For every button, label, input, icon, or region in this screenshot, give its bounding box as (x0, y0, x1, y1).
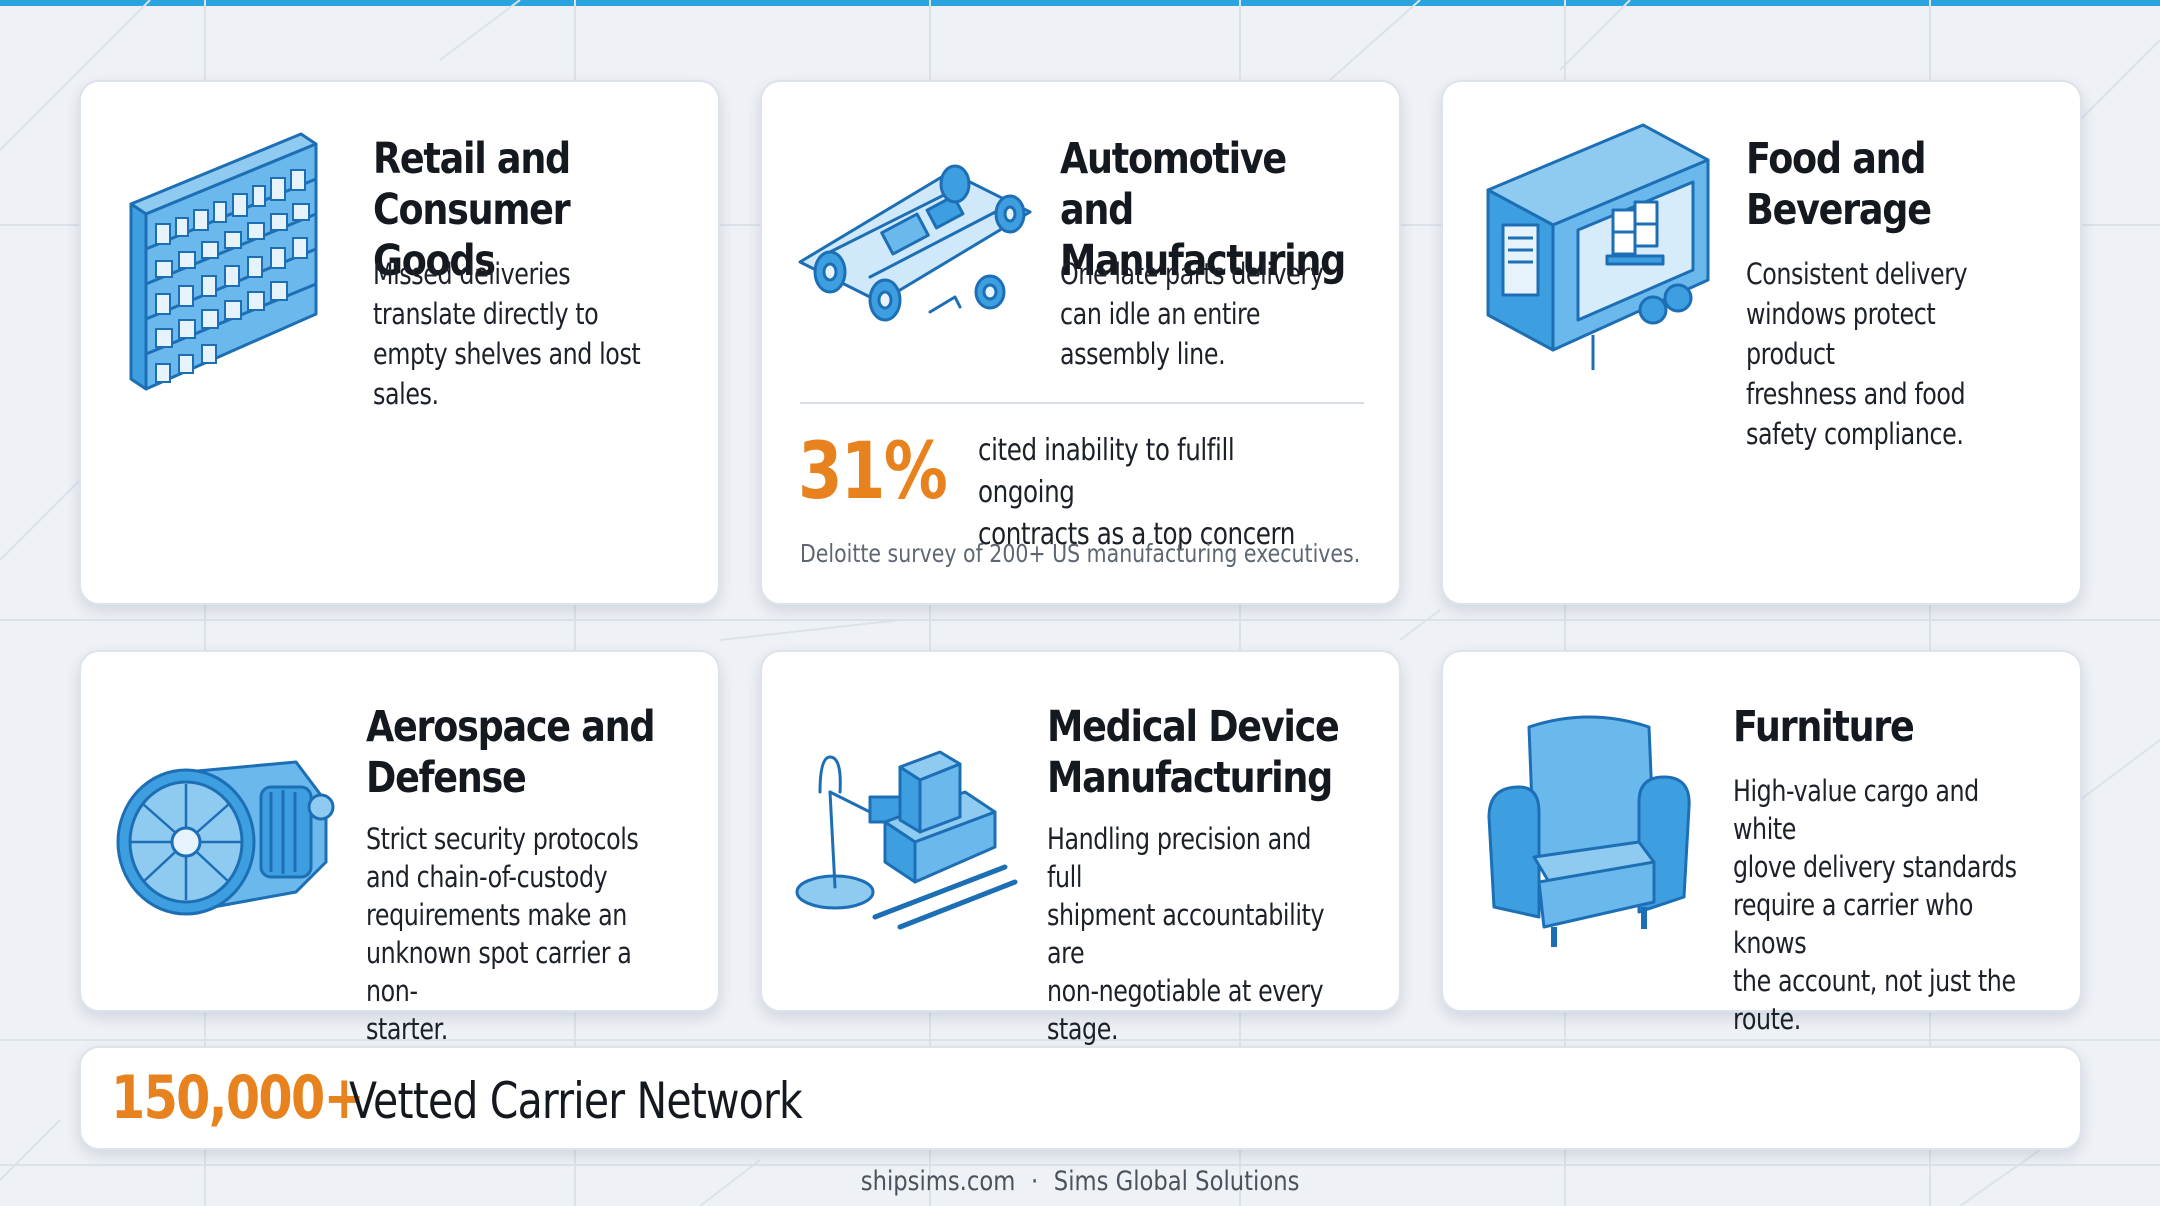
card-description: Consistent delivery windows protect produ… (1746, 257, 1968, 451)
car-chassis-icon (790, 152, 1040, 322)
card-description: Handling precision and full shipment acco… (1047, 822, 1325, 1046)
jet-engine-icon (111, 742, 341, 942)
card-title: Aerospace and Defense (366, 702, 656, 803)
refrigerated-trailer-icon (1483, 120, 1713, 380)
footer-separator: · (1030, 1166, 1039, 1197)
card-aerospace-defense: Aerospace and Defense Strict security pro… (79, 650, 720, 1046)
stat-value: 31% (798, 427, 948, 517)
card-automotive-manufacturing: Automotive and Manufacturing One late par… (760, 80, 1401, 605)
footer-company: Sims Global Solutions (1053, 1166, 1300, 1197)
card-food-beverage: Food and Beverage Consistent delivery wind… (1441, 80, 2082, 605)
stat-divider (800, 402, 1364, 404)
card-description: Strict security protocols and chain-of-cu… (366, 822, 639, 1046)
card-title: Automotive and Manufacturing (1060, 134, 1346, 286)
carrier-network-banner: 150,000+ Vetted Carrier Network (79, 1046, 2082, 1150)
retail-shelf-icon (121, 124, 321, 394)
card-furniture: Furniture High-value cargo and white glov… (1441, 650, 2082, 1036)
footer-site: shipsims.com (860, 1166, 1016, 1197)
medical-instruments-icon (790, 732, 1020, 932)
card-title: Medical Device Manufacturing (1047, 702, 1340, 803)
banner-stat-value: 150,000+ (111, 1063, 365, 1133)
card-description: Missed deliveries translate directly to em… (373, 257, 641, 411)
card-medical-device-manufacturing: Medical Device Manufacturing Handling pre… (760, 650, 1401, 1046)
stat-label: cited inability to fulfill ongoing contra… (978, 433, 1295, 552)
banner-stat-label: Vetted Carrier Network (349, 1072, 803, 1130)
card-title: Retail and Consumer Goods (373, 134, 571, 286)
stat-source: Deloitte survey of 200+ US manufacturing… (800, 539, 1361, 568)
top-accent-bar (0, 0, 2160, 6)
card-description: One late parts delivery can idle an entir… (1060, 257, 1324, 371)
card-title: Furniture (1733, 702, 1915, 752)
footer: shipsims.com · Sims Global Solutions (0, 1164, 2160, 1200)
card-title: Food and Beverage (1746, 134, 1932, 235)
card-description: High-value cargo and white glove delivery… (1733, 774, 2017, 1036)
armchair-icon (1479, 707, 1699, 957)
card-retail-consumer-goods: Retail and Consumer Goods Missed deliveri… (79, 80, 720, 605)
